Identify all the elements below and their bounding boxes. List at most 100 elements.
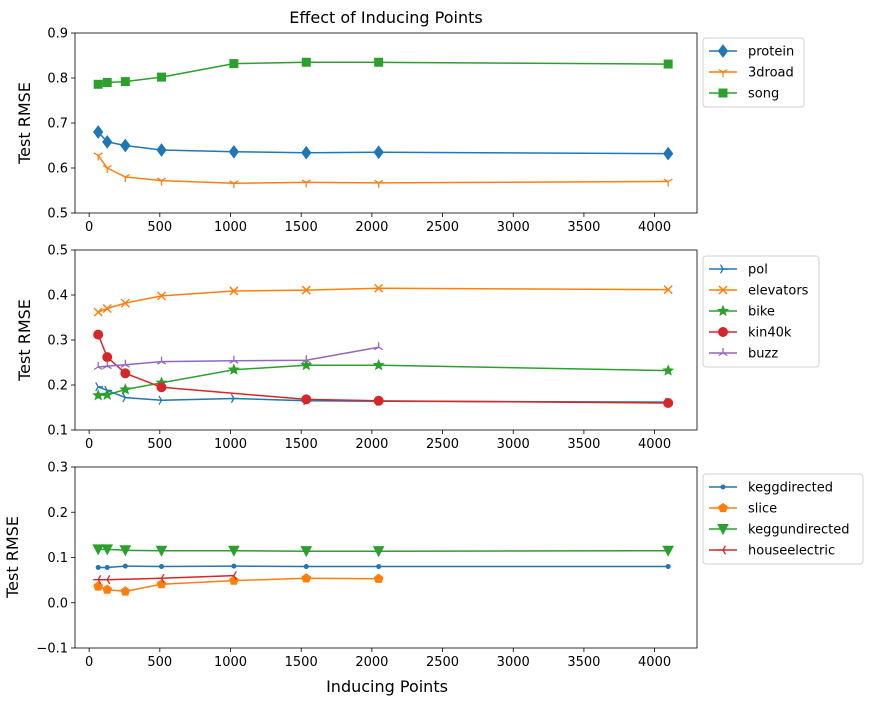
slice-point — [120, 586, 131, 596]
3droad-point — [120, 173, 130, 182]
legend: protein 3droad song — [702, 37, 805, 108]
bike-point — [227, 363, 240, 375]
y-tick-label: 0.7 — [47, 117, 68, 132]
x-tick-label: 4000 — [638, 220, 671, 235]
protein-point — [663, 146, 674, 161]
x-tick-label: 1000 — [214, 655, 247, 670]
kin40k-point — [301, 394, 312, 405]
legend-marker-pol — [719, 264, 728, 274]
elevators-point — [156, 291, 167, 301]
3droad-point — [663, 178, 673, 187]
keggundirected-point — [92, 544, 105, 556]
x-tick-label: 2500 — [426, 437, 459, 452]
3droad-point — [374, 179, 384, 188]
keggundirected-point — [155, 545, 168, 557]
protein-point — [120, 138, 131, 153]
houseelectric-point — [228, 570, 237, 581]
bike-point — [372, 358, 385, 371]
y-axis-label: Test RMSE — [15, 82, 34, 165]
y-tick-label: 0.2 — [47, 379, 68, 394]
houseelectric-point — [102, 575, 111, 585]
y-tick-label: 0.5 — [47, 244, 68, 259]
legend-marker-keggdirected — [720, 484, 726, 490]
y-axis-label: Test RMSE — [3, 516, 22, 599]
x-tick-label: 4000 — [638, 655, 671, 670]
keggundirected-line — [98, 548, 669, 552]
legend-marker-buzz — [718, 348, 728, 357]
keggdirected-point — [376, 564, 382, 570]
song-point — [120, 77, 130, 87]
legend-label-slice: slice — [748, 502, 777, 517]
y-tick-label: 0.2 — [47, 506, 68, 521]
3droad-point — [156, 177, 167, 186]
song-point — [157, 72, 167, 82]
y-tick-label: 0.9 — [47, 27, 68, 42]
legend-label-houseelectric: houseelectric — [748, 544, 835, 559]
keggdirected-point — [303, 564, 309, 570]
x-tick-label: 1000 — [214, 220, 247, 235]
slice-line — [97, 577, 379, 593]
3droad-line — [97, 154, 669, 185]
buzz-point — [301, 355, 311, 364]
elevators-point — [374, 283, 384, 293]
series-bike — [92, 358, 675, 401]
legend-label-3droad: 3droad — [748, 66, 794, 81]
chart-panel-1: 0 500 1000 1500 2000 2500 3000 3500 4000 0.5 0.6 0.… — [15, 27, 805, 235]
y-tick-label: 0.6 — [47, 162, 68, 177]
song-point — [374, 57, 384, 67]
protein-point — [373, 145, 384, 160]
kin40k-point — [120, 368, 131, 379]
legend-marker-bike — [716, 304, 730, 317]
series-kin40k — [93, 329, 674, 408]
3droad-point — [102, 164, 112, 173]
legend-marker-3droad — [718, 68, 728, 77]
slice-point — [102, 584, 113, 594]
houseelectric-line — [98, 574, 234, 581]
legend: keggdirected slice keggundirected houseelec… — [702, 473, 864, 565]
kin40k-point — [373, 395, 384, 406]
series-keggdirected — [95, 563, 671, 570]
x-tick-label: 1500 — [285, 655, 318, 670]
plot-area — [74, 32, 698, 214]
keggdirected-point — [122, 563, 128, 569]
bike-point — [101, 388, 114, 400]
song-point — [301, 57, 311, 67]
legend-box — [702, 255, 820, 368]
buzz-point — [229, 355, 239, 364]
x-tick-label: 3000 — [497, 437, 530, 452]
bike-point — [662, 364, 675, 376]
legend-label-kin40k: kin40k — [748, 326, 792, 341]
legend-box — [702, 473, 864, 565]
bike-point — [300, 358, 313, 371]
keggdirected-point — [159, 564, 165, 570]
plot-area — [74, 466, 698, 649]
elevators-point — [663, 285, 673, 295]
elevators-point — [301, 285, 311, 295]
song-point — [663, 59, 673, 69]
buzz-point — [93, 362, 103, 371]
slice-point — [373, 573, 384, 583]
legend-marker-keggundirected — [717, 524, 729, 536]
elevators-point — [120, 298, 130, 308]
3droad-point — [93, 152, 103, 161]
x-tick-label: 500 — [147, 220, 172, 235]
protein-point — [301, 145, 312, 160]
x-tick-label: 2500 — [426, 220, 459, 235]
keggundirected-point — [228, 545, 240, 557]
kin40k-point — [102, 352, 113, 363]
legend-marker-protein — [717, 44, 729, 58]
series-elevators — [93, 283, 673, 317]
x-tick-label: 0 — [85, 220, 93, 235]
series-buzz — [93, 342, 384, 371]
legend-marker-song — [718, 88, 728, 98]
3droad-point — [301, 179, 311, 188]
series-protein — [93, 125, 674, 161]
buzz-point — [156, 356, 167, 365]
legend-label-keggundirected: keggundirected — [748, 523, 849, 538]
legend-marker-slice — [718, 502, 728, 513]
series-houseelectric — [93, 570, 237, 585]
pol-point — [230, 393, 239, 404]
x-tick-label: 1500 — [285, 437, 318, 452]
pol-point — [122, 392, 131, 403]
